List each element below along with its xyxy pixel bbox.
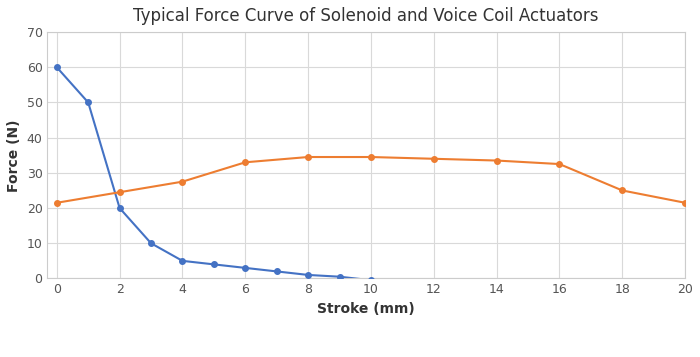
Solenoid: [241, 266, 249, 270]
Voice Coil Actuator: [116, 190, 124, 194]
Solenoid: [116, 206, 124, 210]
X-axis label: Stroke (mm): Stroke (mm): [317, 302, 415, 316]
Voice Coil Actuator: [555, 162, 564, 166]
Solenoid: [210, 262, 218, 267]
Voice Coil Actuator: [430, 157, 438, 161]
Voice Coil Actuator: [304, 155, 312, 159]
Y-axis label: Force (N): Force (N): [7, 119, 21, 191]
Title: Typical Force Curve of Solenoid and Voice Coil Actuators: Typical Force Curve of Solenoid and Voic…: [134, 7, 599, 25]
Voice Coil Actuator: [492, 159, 500, 163]
Line: Voice Coil Actuator: Voice Coil Actuator: [54, 154, 688, 206]
Solenoid: [335, 275, 344, 279]
Solenoid: [272, 269, 281, 273]
Solenoid: [304, 273, 312, 277]
Voice Coil Actuator: [52, 201, 61, 205]
Voice Coil Actuator: [618, 188, 626, 192]
Solenoid: [84, 100, 92, 105]
Legend: Solenoid, Voice Coil Actuator: Solenoid, Voice Coil Actuator: [238, 354, 495, 357]
Solenoid: [178, 259, 187, 263]
Voice Coil Actuator: [367, 155, 375, 159]
Voice Coil Actuator: [241, 160, 249, 165]
Voice Coil Actuator: [681, 201, 690, 205]
Solenoid: [367, 278, 375, 282]
Solenoid: [52, 65, 61, 69]
Line: Solenoid: Solenoid: [54, 65, 374, 283]
Voice Coil Actuator: [178, 180, 187, 184]
Solenoid: [147, 241, 155, 245]
